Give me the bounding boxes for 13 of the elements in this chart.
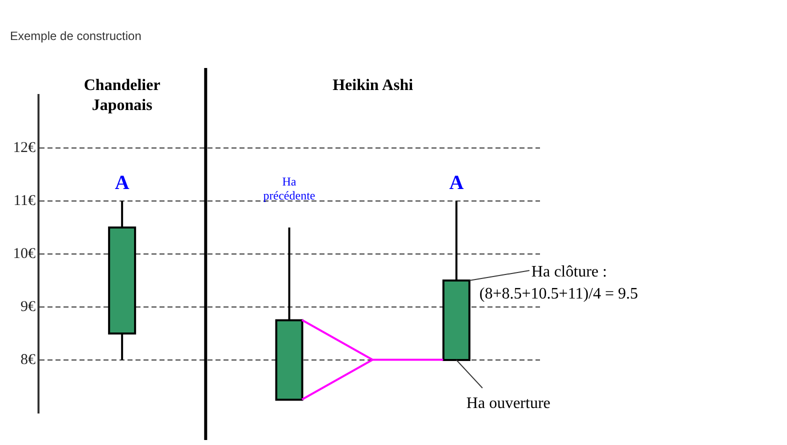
text: Heikin Ashi [332,77,414,94]
y-tick-label: 8€ [20,352,36,368]
annotation: A [449,172,464,194]
annotation: A [114,172,130,194]
chart-title: Exemple de construction [10,29,142,43]
y-tick-label: 11€ [14,192,36,209]
y-tick-label: 12€ [13,140,36,156]
y-tick-label: 10€ [13,246,36,262]
annotation: Ha précédente [263,174,316,202]
y-tick-label: 9€ [20,298,36,315]
annotation: Ha clôture : (8+8.5+10.5+11)/4 = 9.5 [479,264,638,302]
annotation: Chandelier Japonais [84,77,160,114]
annotation: Ha ouverture [466,395,550,412]
